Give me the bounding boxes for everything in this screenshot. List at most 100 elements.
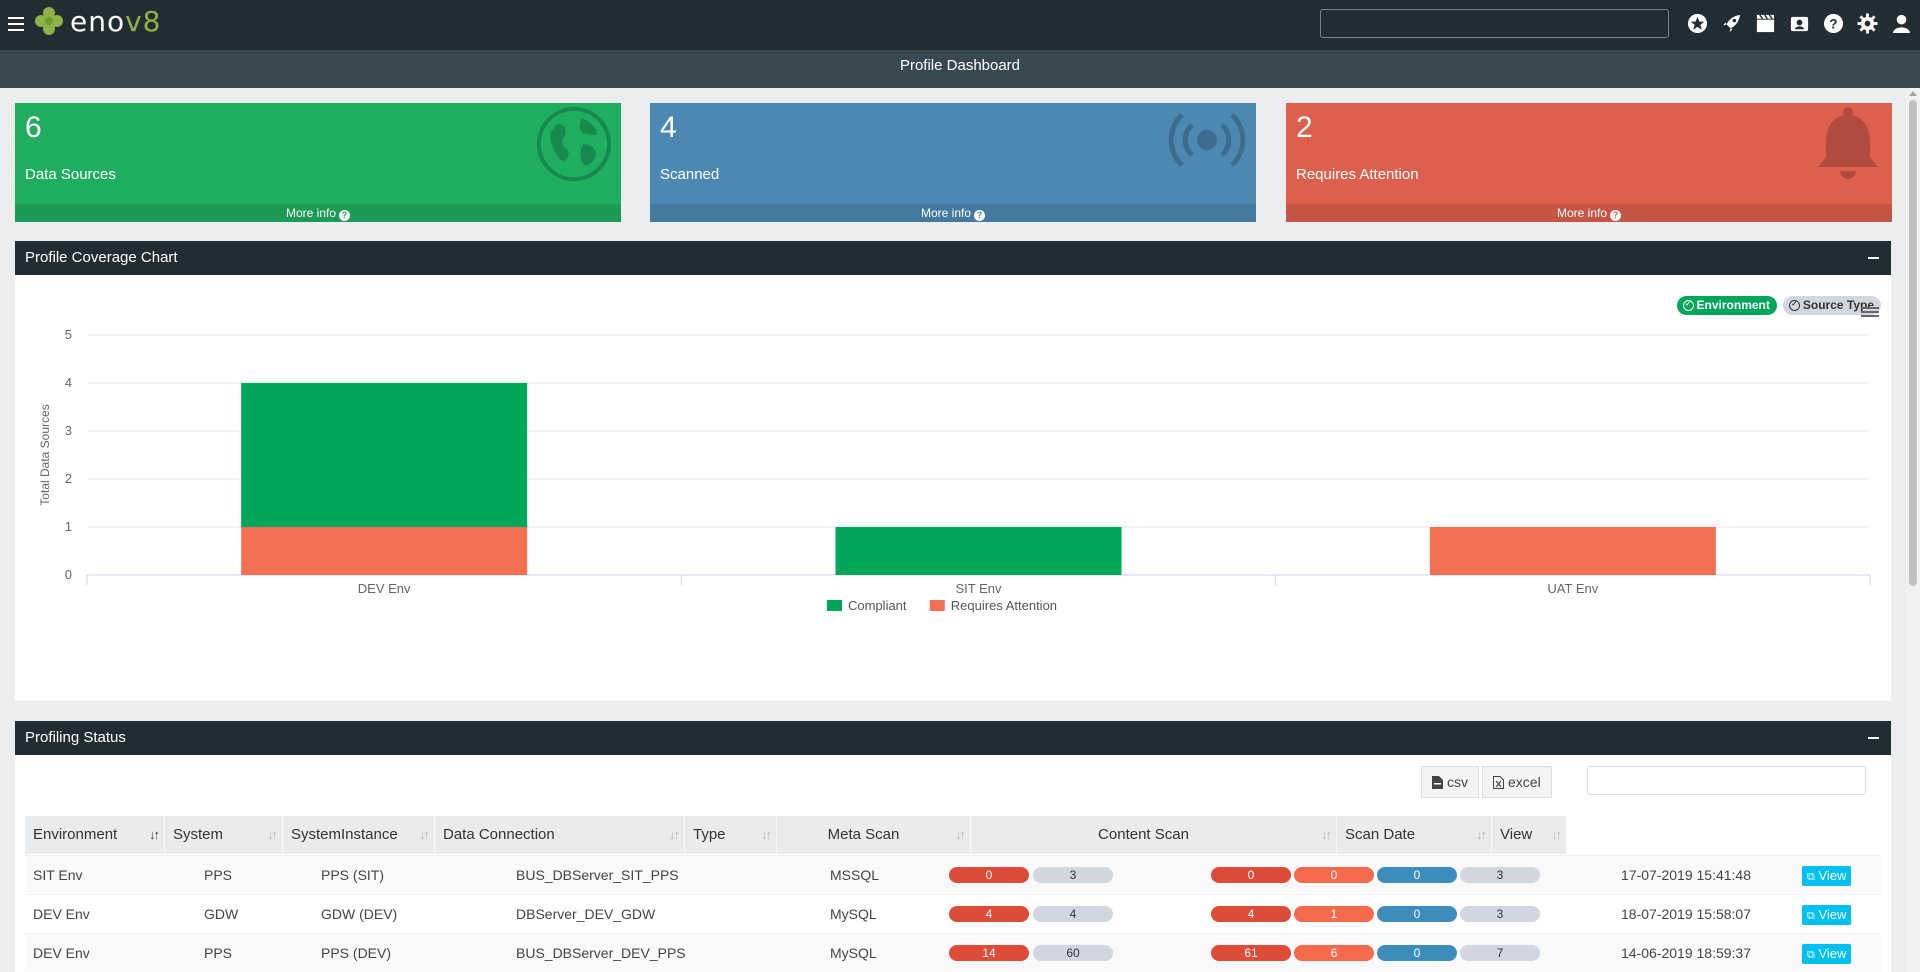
scan-date-cell: 14-06-2019 18:59:37 bbox=[1621, 945, 1751, 961]
chart-view-toggle: ✓ Environment ✓ Source Type bbox=[1676, 296, 1881, 315]
column-header-scan-date[interactable]: Scan Date ↓↑ bbox=[1337, 816, 1492, 854]
more-info-link[interactable]: More info? bbox=[650, 204, 1256, 222]
view-button[interactable]: ⧉ View bbox=[1802, 866, 1852, 886]
collapse-icon[interactable] bbox=[1868, 737, 1879, 739]
content-scan-warnings-badge: 0 bbox=[1294, 867, 1374, 883]
contacts-icon[interactable] bbox=[1788, 12, 1811, 35]
broadcast-icon bbox=[1168, 113, 1246, 167]
star-icon[interactable] bbox=[1686, 12, 1709, 35]
column-header-environment[interactable]: Environment ↓↑ bbox=[25, 816, 165, 854]
column-header-label: Environment bbox=[33, 826, 118, 843]
view-button[interactable]: ⧉ View bbox=[1802, 944, 1852, 964]
column-header-label: Data Connection bbox=[443, 826, 555, 843]
x-tick-label: DEV Env bbox=[358, 581, 411, 596]
app-logo[interactable]: enov8 bbox=[32, 4, 162, 38]
column-header-meta-scan[interactable]: Meta Scan ↓↑ bbox=[777, 816, 971, 854]
external-link-icon: ⧉ bbox=[1807, 871, 1815, 883]
help-circle-icon: ? bbox=[974, 210, 986, 221]
page-scrollbar[interactable] bbox=[1906, 88, 1920, 972]
help-icon[interactable]: ? bbox=[1822, 12, 1845, 35]
sort-icon[interactable]: ↓↑ bbox=[419, 827, 430, 842]
sort-icon[interactable]: ↓↑ bbox=[267, 827, 278, 842]
system-cell: GDW bbox=[204, 906, 239, 922]
type-cell: MSSQL bbox=[830, 867, 880, 883]
content-scan-issues-badge: 4 bbox=[1211, 906, 1291, 922]
bar-requires-attention bbox=[1429, 527, 1716, 575]
file-csv-icon bbox=[1432, 775, 1443, 789]
column-header-type[interactable]: Type ↓↑ bbox=[685, 816, 777, 854]
x-tick-label: SIT Env bbox=[955, 581, 1002, 596]
collapse-icon[interactable] bbox=[1868, 257, 1879, 259]
profile-coverage-panel: Profile Coverage Chart ✓ Environment ✓ Sou… bbox=[15, 241, 1891, 701]
sort-icon[interactable]: ↓↑ bbox=[669, 827, 680, 842]
column-header-label: SystemInstance bbox=[291, 826, 398, 843]
table-search-input[interactable] bbox=[1587, 766, 1866, 795]
source-type-toggle[interactable]: ✓ Source Type bbox=[1782, 296, 1881, 315]
excel-export-button[interactable]: excel bbox=[1482, 766, 1552, 798]
environment-toggle[interactable]: ✓ Environment bbox=[1676, 296, 1777, 315]
sort-icon[interactable]: ↓↑ bbox=[1476, 827, 1487, 842]
check-circle-icon: ✓ bbox=[1682, 300, 1694, 311]
meta-scan-total-badge: 60 bbox=[1033, 945, 1113, 961]
logo-text: enov8 bbox=[70, 4, 162, 38]
coverage-chart: 0 1 2 3 4 5 Total Data Sources DEV Env SIT Env UA… bbox=[38, 327, 1871, 613]
globe-icon bbox=[536, 106, 612, 182]
panel-header: Profiling Status bbox=[15, 721, 1891, 755]
column-header-label: Scan Date bbox=[1345, 826, 1416, 843]
info-box-count: 4 bbox=[660, 111, 677, 144]
panel-title: Profile Coverage Chart bbox=[25, 249, 178, 266]
system-cell: PPS bbox=[204, 945, 233, 961]
view-button-label: View bbox=[1818, 868, 1847, 883]
legend-label: Compliant bbox=[848, 598, 907, 613]
sort-icon[interactable]: ↓↑ bbox=[955, 827, 966, 842]
view-button[interactable]: ⧉ View bbox=[1802, 905, 1852, 925]
sort-icon[interactable]: ↓↑ bbox=[149, 827, 160, 842]
content-scan-warnings-badge: 6 bbox=[1294, 945, 1374, 961]
column-header-system[interactable]: System ↓↑ bbox=[165, 816, 283, 854]
scan-date-cell: 17-07-2019 15:41:48 bbox=[1621, 867, 1751, 883]
info-box-count: 2 bbox=[1296, 111, 1313, 144]
scroll-up-arrow-icon[interactable] bbox=[1909, 91, 1917, 96]
meta-scan-issues-badge: 0 bbox=[949, 867, 1029, 883]
y-tick-label: 0 bbox=[65, 567, 72, 582]
view-button-label: View bbox=[1818, 946, 1847, 961]
column-header-systeminstance[interactable]: SystemInstance ↓↑ bbox=[283, 816, 435, 854]
legend-label: Requires Attention bbox=[951, 598, 1057, 613]
clapperboard-icon[interactable] bbox=[1754, 12, 1777, 35]
content-scan-info-badge: 0 bbox=[1377, 867, 1457, 883]
type-cell: MySQL bbox=[830, 945, 877, 961]
global-search-input[interactable] bbox=[1320, 9, 1669, 38]
user-icon[interactable] bbox=[1890, 12, 1913, 35]
y-tick-label: 2 bbox=[65, 471, 72, 486]
sort-icon[interactable]: ↓↑ bbox=[1551, 827, 1562, 842]
bar-compliant bbox=[835, 527, 1122, 575]
data-connection-cell: DBServer_DEV_GDW bbox=[516, 906, 656, 922]
clover-logo-icon bbox=[35, 7, 63, 35]
sort-icon[interactable]: ↓↑ bbox=[1321, 827, 1332, 842]
info-box-count: 6 bbox=[25, 111, 42, 144]
table-header: Environment ↓↑ System ↓↑ SystemInstance ↓↑ Dat… bbox=[25, 816, 1567, 854]
column-header-view[interactable]: View ↓↑ bbox=[1492, 816, 1567, 854]
csv-export-button[interactable]: csv bbox=[1421, 766, 1479, 798]
column-header-data-connection[interactable]: Data Connection ↓↑ bbox=[435, 816, 685, 854]
check-circle-icon: ✓ bbox=[1788, 300, 1800, 311]
system-instance-cell: PPS (SIT) bbox=[321, 867, 385, 883]
table-row: DEV Env PPS PPS (DEV) BUS_DBServer_DEV_PPS M… bbox=[25, 933, 1881, 971]
rocket-icon[interactable] bbox=[1720, 12, 1743, 35]
sort-icon[interactable]: ↓↑ bbox=[761, 827, 772, 842]
meta-scan-issues-badge: 14 bbox=[949, 945, 1029, 961]
bar-requires-attention bbox=[241, 527, 528, 575]
column-header-content-scan[interactable]: Content Scan ↓↑ bbox=[971, 816, 1337, 854]
more-info-link[interactable]: More info? bbox=[15, 204, 621, 222]
chart-menu-icon[interactable] bbox=[1861, 305, 1879, 319]
system-cell: PPS bbox=[204, 867, 233, 883]
gear-icon[interactable] bbox=[1856, 12, 1879, 35]
menu-toggle-icon[interactable] bbox=[8, 13, 24, 31]
file-excel-icon bbox=[1493, 775, 1504, 789]
info-box-label: Requires Attention bbox=[1296, 166, 1419, 183]
more-info-link[interactable]: More info? bbox=[1286, 204, 1892, 222]
scroll-thumb[interactable] bbox=[1909, 100, 1917, 586]
column-header-label: View bbox=[1500, 826, 1533, 843]
column-header-label: Type bbox=[693, 826, 726, 843]
top-navbar: enov8 ? bbox=[0, 0, 1920, 50]
